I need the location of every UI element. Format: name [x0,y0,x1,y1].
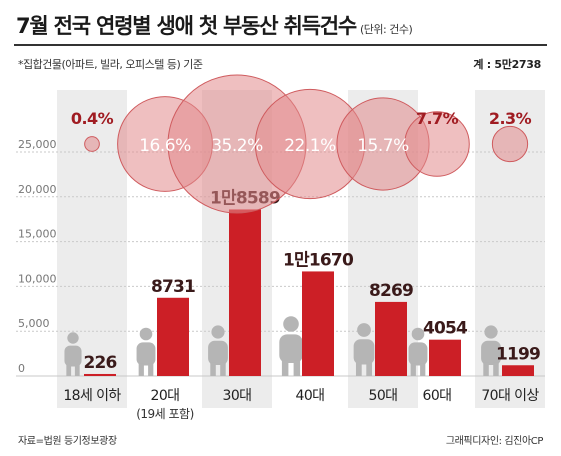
person-figure-icon [353,323,375,376]
x-category-label: 70대 이상 [481,388,539,404]
person-figure-icon [136,327,156,376]
x-category-label: 30대 [223,388,252,404]
bar [229,209,261,376]
bar-value-label: 1만1670 [283,250,354,270]
bar [302,271,334,376]
footnote-criteria: *집합건물(아파트, 빌라, 오피스텔 등) 기준 [18,58,203,71]
y-tick-label: 0 [18,362,25,375]
x-category-sublabel: (19세 포함) [136,407,194,421]
bar-value-label: 1199 [496,344,540,364]
share-label: 16.6% [139,136,191,156]
share-label: 2.3% [489,109,532,128]
bar-value-label: 4054 [423,319,468,339]
design-credit: 그래픽디자인: 김진아CP [445,436,544,447]
bar [157,297,189,376]
share-label: 35.2% [211,136,263,156]
share-bubble [84,136,100,152]
y-tick-label: 10,000 [18,272,57,285]
share-bubble [404,111,470,177]
share-label: 22.1% [284,136,336,156]
person-figure-icon [481,325,501,376]
bar [429,339,461,376]
person-figure-icon [208,325,228,376]
total-count: 계 : 5만2738 [473,58,541,71]
share-label: 7.7% [416,109,459,128]
bar [84,373,116,376]
share-bubble [491,125,529,163]
x-category-label: 50대 [369,388,398,404]
bar-value-label: 226 [83,353,116,373]
source-note: 자료=법원 등기정보광장 [18,436,117,447]
y-tick-label: 25,000 [18,138,57,151]
person-figure-icon [408,327,428,376]
bar [375,301,407,376]
title-text: 7월 전국 연령별 생애 첫 부동산 취득건수 [16,14,357,38]
bar [502,365,534,376]
bar-value-label: 8731 [151,277,195,297]
x-category-label: 20대 [151,388,180,404]
person-figure-icon [279,316,303,376]
y-tick-label: 5,000 [18,317,50,330]
bar-value-label: 8269 [369,281,413,301]
unit-label: (단위: 건수) [360,23,413,36]
x-category-label: 60대 [423,388,452,404]
x-category-label: 40대 [296,388,325,404]
title-rule [14,44,547,46]
y-tick-label: 20,000 [18,183,57,196]
person-figure-icon [64,332,82,376]
chart-title: 7월 전국 연령별 생애 첫 부동산 취득건수 (단위: 건수) [16,10,413,40]
share-label: 15.7% [357,136,409,156]
y-tick-label: 15,000 [18,228,57,241]
share-label: 0.4% [71,109,114,128]
x-category-label: 18세 이하 [63,388,121,404]
